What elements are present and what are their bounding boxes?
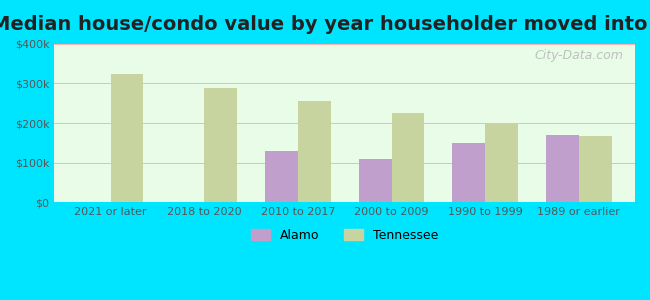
- Bar: [204, 88, 237, 202]
- Bar: [485, 123, 518, 202]
- Bar: [265, 151, 298, 202]
- Title: Median house/condo value by year householder moved into unit: Median house/condo value by year househo…: [0, 15, 650, 34]
- Legend: Alamo, Tennessee: Alamo, Tennessee: [246, 224, 443, 247]
- Bar: [298, 101, 331, 202]
- Bar: [452, 143, 485, 202]
- Bar: [359, 159, 391, 202]
- Bar: [546, 135, 578, 202]
- Bar: [391, 113, 424, 202]
- Bar: [578, 136, 612, 202]
- Text: City-Data.com: City-Data.com: [534, 49, 623, 62]
- Bar: [111, 74, 144, 202]
